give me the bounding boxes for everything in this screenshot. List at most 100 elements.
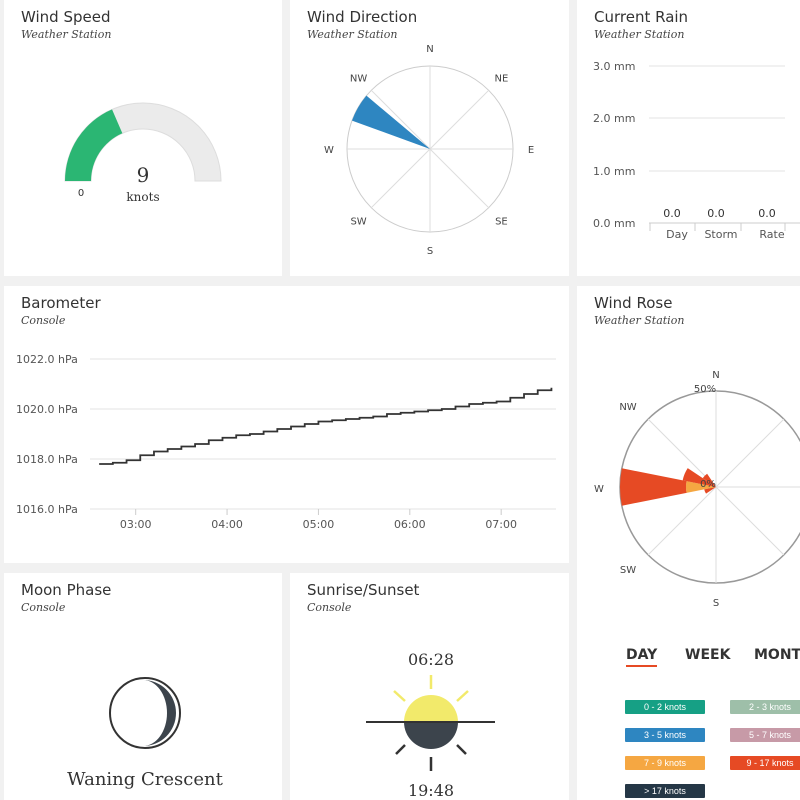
sunset-time: 19:48	[408, 781, 454, 800]
rose-ring-label: 50%	[694, 384, 716, 395]
compass-spoke	[370, 148, 431, 209]
moon-graphic: Waning Crescent	[67, 677, 224, 790]
rain-y-tick: 2.0 mm	[593, 112, 635, 125]
wind-rose-petal	[702, 473, 716, 487]
sun-rays-icon	[393, 675, 469, 702]
baro-y-tick: 1020.0 hPa	[16, 403, 78, 416]
wind-speed-unit: knots	[126, 190, 159, 204]
moon-phase-name: Waning Crescent	[67, 769, 223, 790]
moon-outline-icon	[109, 677, 181, 749]
compass-label-s: S	[427, 246, 433, 257]
compass-spoke	[429, 89, 490, 150]
compass-spokes	[347, 66, 513, 232]
sunrise-sunset-card: Sunrise/Sunset Console 06:28 19:48	[290, 573, 569, 800]
rose-spoke	[647, 486, 717, 556]
compass-label-w: W	[324, 145, 334, 156]
rain-value: 0.0	[758, 207, 776, 220]
legend-item[interactable]: 0 - 2 knots	[625, 700, 705, 714]
baro-x-tick: 03:00	[120, 518, 152, 531]
card-subtitle: Weather Station	[21, 28, 112, 41]
card-title: Barometer	[21, 294, 101, 312]
card-title: Current Rain	[594, 8, 689, 26]
night-rays-icon	[395, 744, 467, 771]
card-title: Wind Speed	[21, 8, 111, 26]
wind-rose-petal	[686, 481, 716, 493]
rose-ring-label: 0%	[700, 479, 716, 490]
compass-label-e: E	[528, 145, 534, 156]
rain-column-label: Day	[666, 228, 688, 241]
tab-month[interactable]: MONTH	[754, 647, 800, 663]
rain-y-tick: 0.0 mm	[593, 217, 635, 230]
tab-day[interactable]: DAY	[626, 647, 658, 667]
baro-y-tick: 1018.0 hPa	[16, 453, 78, 466]
card-title: Sunrise/Sunset	[307, 581, 420, 599]
rose-label-n: N	[712, 370, 719, 381]
barometer-chart: 1022.0 hPa 1020.0 hPa 1018.0 hPa 1016.0 hPa…	[16, 353, 556, 531]
wind-rose-chart: N NW W SW S 50% 0%	[594, 370, 800, 609]
sun-day-icon	[404, 695, 458, 722]
moon-shadow-icon	[143, 680, 176, 746]
card-subtitle: Weather Station	[594, 28, 685, 41]
compass-label-nw: NW	[350, 74, 367, 85]
compass-labels: N NE E SE S SW W NW	[324, 44, 534, 257]
legend-item[interactable]: 3 - 5 knots	[625, 728, 705, 742]
card-title: Wind Direction	[307, 8, 418, 26]
baro-y-tick: 1022.0 hPa	[16, 353, 78, 366]
baro-y-tick: 1016.0 hPa	[16, 503, 78, 516]
barometer-line	[99, 387, 553, 465]
card-subtitle: Weather Station	[594, 314, 685, 327]
baro-x-tick: 07:00	[485, 518, 517, 531]
gauge-fill	[65, 109, 123, 181]
rose-spoke	[715, 486, 785, 556]
tab-week[interactable]: WEEK	[685, 647, 731, 663]
gauge-min-label: 0	[78, 188, 84, 199]
compass-spoke	[370, 89, 431, 150]
compass-spoke	[429, 148, 490, 209]
card-subtitle: Console	[21, 314, 66, 327]
wind-direction-compass: N NE E SE S SW W NW	[324, 44, 534, 257]
rose-label-sw: SW	[620, 565, 636, 576]
wind-rose-petal	[620, 468, 687, 506]
sunrise-time: 06:28	[408, 650, 454, 669]
wind-rose-card: Wind Rose Weather Station N NW W SW S 50% 0%	[577, 286, 800, 800]
wind-rose-petal	[682, 468, 716, 487]
card-subtitle: Console	[21, 601, 66, 614]
rain-value: 0.0	[663, 207, 681, 220]
compass-label-ne: NE	[495, 74, 509, 85]
card-title: Wind Rose	[594, 294, 673, 312]
legend-item[interactable]: 7 - 9 knots	[625, 756, 705, 770]
wind-direction-card: Wind Direction Weather Station N NE E SE S SW…	[290, 0, 569, 276]
rain-value: 0.0	[707, 207, 725, 220]
legend-item[interactable]: 9 - 17 knots	[730, 756, 800, 770]
compass-label-se: SE	[495, 216, 508, 227]
compass-label-n: N	[426, 44, 433, 55]
rose-label-w: W	[594, 484, 604, 495]
compass-label-sw: SW	[350, 216, 366, 227]
wind-speed-value: 9	[137, 163, 150, 187]
card-subtitle: Weather Station	[307, 28, 398, 41]
wind-speed-gauge: 0 9 knots	[64, 102, 222, 204]
rain-y-tick: 3.0 mm	[593, 60, 635, 73]
rose-label-nw: NW	[619, 402, 636, 413]
sun-night-icon	[404, 722, 458, 749]
baro-x-tick: 05:00	[303, 518, 335, 531]
sun-graphic: 06:28 19:48	[366, 650, 495, 800]
card-title: Moon Phase	[21, 581, 112, 599]
rain-column-label: Rate	[759, 228, 784, 241]
baro-x-tick: 06:00	[394, 518, 426, 531]
rain-column-label: Storm	[704, 228, 737, 241]
current-rain-card: Current Rain Weather Station 3.0 mm 2.0 m…	[577, 0, 800, 276]
legend-item[interactable]: 5 - 7 knots	[730, 728, 800, 742]
rain-chart: 3.0 mm 2.0 mm 1.0 mm 0.0 mm 0.0 Day 0.0 Storm 0.…	[593, 60, 800, 241]
card-subtitle: Console	[307, 601, 352, 614]
rose-spoke	[715, 418, 785, 488]
moon-phase-card: Moon Phase Console Waning Crescent	[4, 573, 282, 800]
wind-speed-card: Wind Speed Weather Station 0 9 knots	[4, 0, 282, 276]
wind-direction-wedge	[352, 95, 430, 149]
rose-label-s: S	[713, 598, 719, 609]
baro-x-tick: 04:00	[211, 518, 243, 531]
legend-item[interactable]: 2 - 3 knots	[730, 700, 800, 714]
legend-item[interactable]: > 17 knots	[625, 784, 705, 798]
barometer-card: Barometer Console 1022.0 hPa 1020.0 hPa 10…	[4, 286, 569, 563]
wind-rose-petal	[704, 487, 716, 494]
